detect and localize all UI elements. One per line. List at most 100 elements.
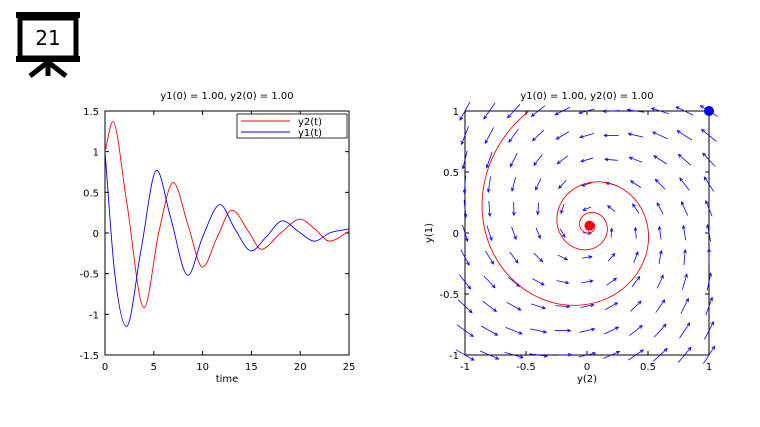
right-y-axis-label: y(1): [424, 223, 435, 243]
field-arrow-head: [683, 248, 687, 254]
left-y-tick-label: 0.5: [83, 188, 99, 199]
field-arrow-head: [483, 115, 488, 120]
left-y-tick-label: 1: [93, 148, 99, 159]
field-arrow: [633, 251, 639, 264]
field-arrow-head: [563, 256, 569, 261]
field-arrow-head: [507, 114, 512, 119]
field-arrow-head: [514, 259, 519, 264]
field-arrow: [480, 350, 499, 360]
slide-number: 21: [35, 26, 60, 50]
field-arrow: [683, 249, 686, 266]
field-arrow-head: [627, 132, 632, 137]
field-arrow-head: [484, 139, 489, 145]
field-arrow-head: [533, 161, 538, 166]
field-arrow: [702, 152, 716, 167]
field-arrow: [537, 202, 540, 215]
field-arrow: [505, 326, 523, 335]
field-arrow: [535, 227, 541, 239]
field-arrow-head: [556, 160, 561, 165]
field-arrow-head: [702, 152, 707, 157]
field-arrow: [483, 275, 496, 289]
field-arrow: [582, 256, 592, 259]
field-arrow-head: [580, 158, 585, 163]
field-arrow-head: [602, 109, 607, 114]
field-arrow: [678, 154, 692, 166]
left-x-tick-label: 25: [343, 362, 356, 373]
field-arrow-head: [464, 237, 469, 243]
field-arrow-head: [494, 332, 499, 336]
field-arrow-head: [711, 345, 716, 350]
field-arrow-head: [626, 108, 631, 113]
left-y-tick-label: 1.5: [83, 107, 99, 118]
field-arrow-head: [603, 133, 608, 138]
left-plot-frame: [104, 110, 350, 356]
field-arrow: [631, 276, 640, 288]
field-arrow: [463, 175, 467, 194]
field-arrow-head: [661, 298, 666, 304]
field-arrow-head: [460, 140, 465, 146]
field-arrow-head: [540, 281, 545, 286]
right-x-tick-label: 0.5: [640, 362, 656, 373]
field-arrow-head: [615, 350, 621, 355]
left-y-tick-label: -1.5: [79, 351, 99, 362]
field-arrow-head: [591, 327, 596, 332]
field-arrow: [701, 129, 717, 142]
field-arrow-head: [682, 224, 686, 230]
field-arrow-head: [539, 258, 544, 263]
field-arrow-head: [632, 203, 636, 208]
field-arrow-head: [636, 275, 641, 281]
field-arrow: [488, 200, 491, 217]
field-arrow: [604, 326, 619, 335]
field-arrow-head: [699, 105, 704, 109]
field-arrow-head: [705, 199, 709, 205]
legend-label-y1: y1(t): [298, 128, 322, 139]
left-x-tick-label: 5: [151, 362, 157, 373]
field-arrow-head: [470, 357, 475, 361]
right-x-tick-label: 0: [584, 362, 590, 373]
field-arrow: [531, 105, 546, 117]
field-arrow-head: [606, 205, 612, 209]
field-arrow: [511, 226, 517, 240]
field-arrow: [705, 297, 713, 316]
field-arrow: [580, 304, 594, 309]
field-arrow: [555, 305, 570, 308]
field-arrow: [558, 179, 567, 189]
phase-plane-chart: y1(0) = 1.00, y2(0) = 1.00 -1 -0.5 0 0.5 1 1 0…: [424, 91, 718, 385]
field-arrow: [507, 104, 521, 118]
field-arrow: [675, 106, 694, 116]
field-arrow: [603, 351, 620, 359]
field-arrow: [605, 302, 618, 310]
field-arrow-head: [459, 116, 464, 121]
field-arrow: [506, 301, 521, 311]
field-arrow: [652, 131, 668, 140]
field-arrow-head: [676, 130, 681, 134]
left-x-tick-label: 0: [102, 362, 108, 373]
field-arrow: [706, 273, 712, 291]
right-x-tick-label: -1: [460, 362, 470, 373]
field-arrow-head: [633, 226, 638, 231]
field-arrow: [580, 157, 594, 162]
field-arrow: [658, 226, 662, 240]
field-arrow-head: [512, 211, 516, 217]
field-arrow-head: [707, 247, 711, 253]
field-arrow: [582, 206, 592, 211]
start-point-marker: [704, 106, 714, 116]
field-arrow-head: [530, 112, 535, 117]
left-y-tick-label: -0.5: [79, 270, 99, 281]
left-x-tick-label: 15: [245, 362, 258, 373]
field-arrow: [532, 129, 545, 142]
field-arrow: [579, 328, 595, 333]
field-arrow-head: [519, 355, 524, 359]
field-arrow: [605, 158, 618, 161]
field-arrow: [703, 176, 715, 192]
field-arrow-head: [686, 322, 691, 327]
field-arrow: [553, 354, 572, 356]
phase-trajectory: [481, 111, 709, 306]
field-arrow-head: [513, 235, 517, 241]
field-arrow-head: [628, 156, 633, 161]
field-arrow-head: [578, 110, 583, 115]
field-arrow-head: [568, 352, 573, 357]
field-arrow: [556, 131, 570, 140]
right-chart-title: y1(0) = 1.00, y2(0) = 1.00: [520, 91, 653, 102]
